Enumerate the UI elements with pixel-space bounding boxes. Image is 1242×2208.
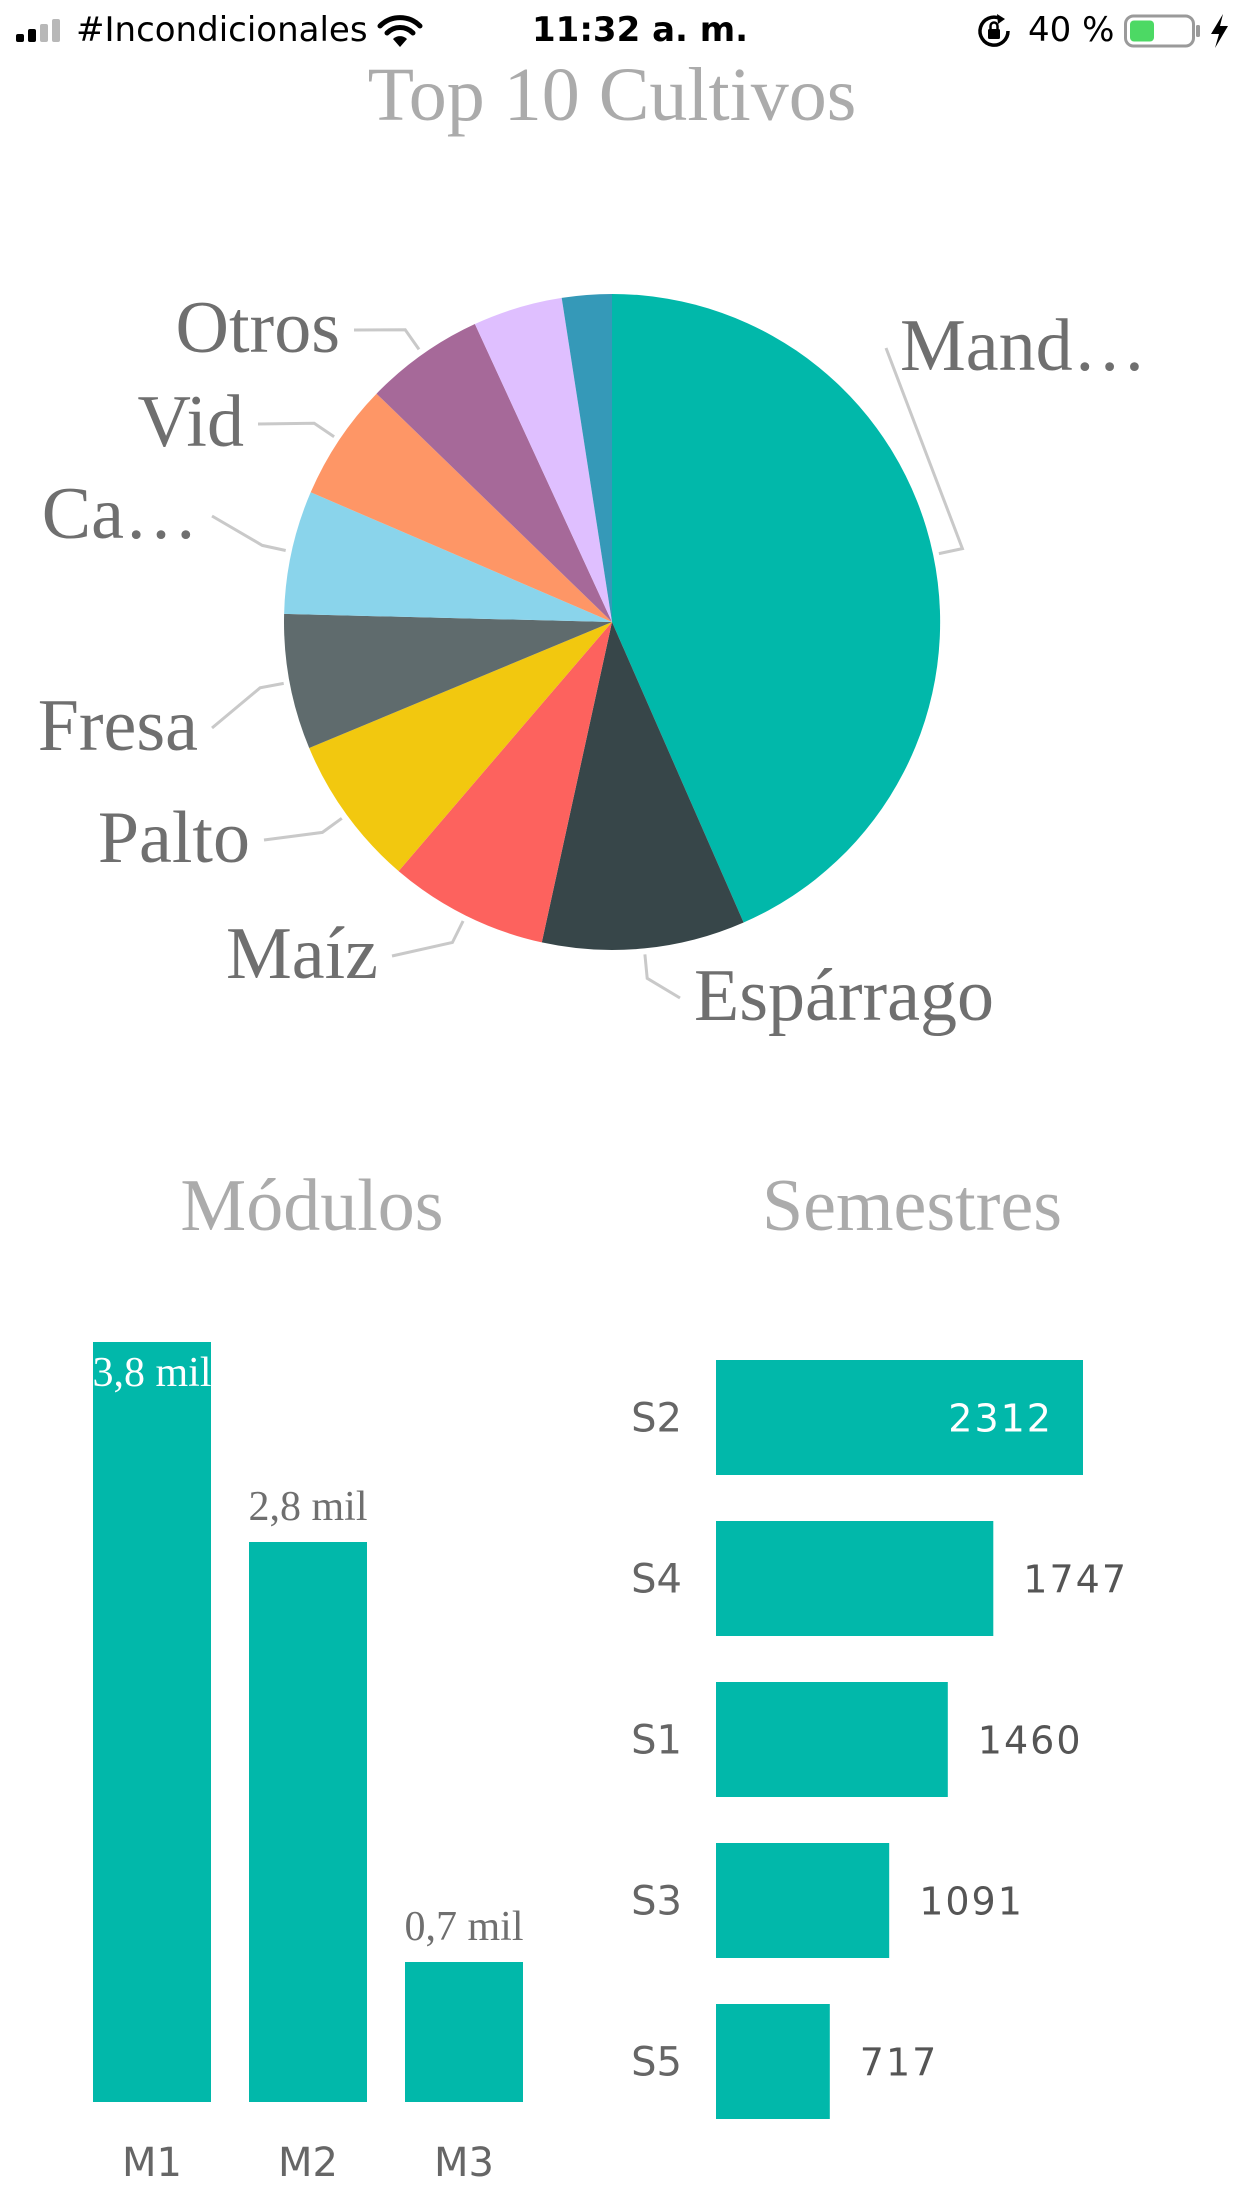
y-tick-label: S3: [631, 1879, 682, 1925]
pie-label-vid: Vid: [137, 381, 244, 463]
pie-leader-line: [211, 681, 284, 730]
pie-leader-line: [257, 421, 335, 438]
wifi-icon: [377, 15, 423, 47]
pie-leader-line: [643, 954, 681, 1000]
x-tick-label: M3: [434, 2140, 494, 2186]
bar-value-label: 1091: [919, 1880, 1024, 1924]
y-tick-label: S5: [631, 2040, 682, 2086]
bar-value-label: 717: [860, 2041, 939, 2085]
pie-slice-unlabeled-8[interactable]: [474, 297, 612, 622]
bar-value-label: 0,7 mil: [404, 1904, 523, 1950]
bar-s5[interactable]: [716, 2004, 830, 2119]
signal-bar: [28, 29, 36, 42]
pie-chart-title: Top 10 Cultivos: [368, 53, 857, 137]
battery-percentage: 40 %: [1028, 10, 1115, 50]
bar-value-label: 2312: [948, 1397, 1053, 1441]
bar-value-label: 3,8 mil: [92, 1350, 211, 1396]
pie-label-ca: Ca…: [42, 473, 198, 555]
battery-icon: [1124, 14, 1200, 48]
pie-slice-esparrago[interactable]: [541, 622, 744, 951]
bar-chart-modulos: Módulos 3,8 mil M1 2,8 mil M2 0,7 mil M3: [92, 1165, 523, 2186]
pie-label-palto: Palto: [98, 797, 250, 879]
bar-s2[interactable]: [716, 1360, 1083, 1475]
pie-slice-palto[interactable]: [309, 622, 612, 872]
pie-label-mand: Mand…: [900, 305, 1147, 387]
pie-slice-maiz[interactable]: [398, 622, 612, 943]
signal-bar: [52, 19, 60, 42]
pie-slice-otros[interactable]: [376, 324, 613, 622]
pie-label-fresa: Fresa: [38, 685, 198, 767]
x-tick-label: M2: [278, 2140, 338, 2186]
pie-label-esparrago: Espárrago: [694, 955, 994, 1037]
bar-s3[interactable]: [716, 1843, 890, 1958]
pie-slice-fresa[interactable]: [284, 613, 612, 748]
y-tick-label: S4: [631, 1557, 682, 1603]
bar-value-label: 1460: [978, 1719, 1083, 1763]
charging-bolt-icon: [1211, 14, 1228, 48]
bar-m1[interactable]: [93, 1342, 211, 2102]
bar-s4[interactable]: [716, 1521, 994, 1636]
x-tick-label: M1: [122, 2140, 182, 2186]
bar-value-label: 2,8 mil: [248, 1484, 367, 1530]
signal-bar: [16, 34, 24, 42]
semestres-chart-title: Semestres: [762, 1165, 1062, 1247]
bar-m2[interactable]: [249, 1542, 367, 2102]
bar-chart-semestres: Semestres 2312 S2 1747 S4 1460 S1 1091 S3 717 S5: [631, 1165, 1128, 2119]
carrier-name: #Incondicionales: [76, 10, 368, 50]
pie-leader-line: [884, 347, 965, 556]
pie-slice-mand[interactable]: [612, 293, 941, 923]
pie-label-otros: Otros: [176, 287, 340, 369]
bar-s1[interactable]: [716, 1682, 948, 1797]
y-tick-label: S1: [631, 1718, 682, 1764]
pie-slice-vid[interactable]: [310, 393, 612, 622]
modulos-chart-title: Módulos: [180, 1165, 443, 1247]
status-bar: #Incondicionales 11:32 a. m. 40 %: [0, 0, 1242, 62]
pie-slice-unlabeled-9[interactable]: [561, 294, 612, 622]
rotation-lock-icon: [978, 14, 1010, 47]
clock: 11:32 a. m.: [532, 10, 749, 50]
signal-icon: [16, 19, 60, 42]
y-tick-label: S2: [631, 1396, 682, 1442]
pie-chart-top-10-cultivos: Top 10 Cultivos Mand… Espárrago Maíz Palto F…: [38, 53, 1147, 1037]
pie-slice-ca[interactable]: [284, 492, 612, 622]
pie-leader-line: [391, 920, 465, 958]
pie-leader-line: [263, 817, 343, 842]
pie-leader-line: [353, 328, 421, 351]
pie-leader-line: [211, 514, 287, 552]
bar-value-label: 1747: [1023, 1558, 1128, 1602]
signal-bar: [40, 24, 48, 42]
bar-m3[interactable]: [405, 1962, 523, 2102]
pie-label-maiz: Maíz: [226, 913, 378, 995]
